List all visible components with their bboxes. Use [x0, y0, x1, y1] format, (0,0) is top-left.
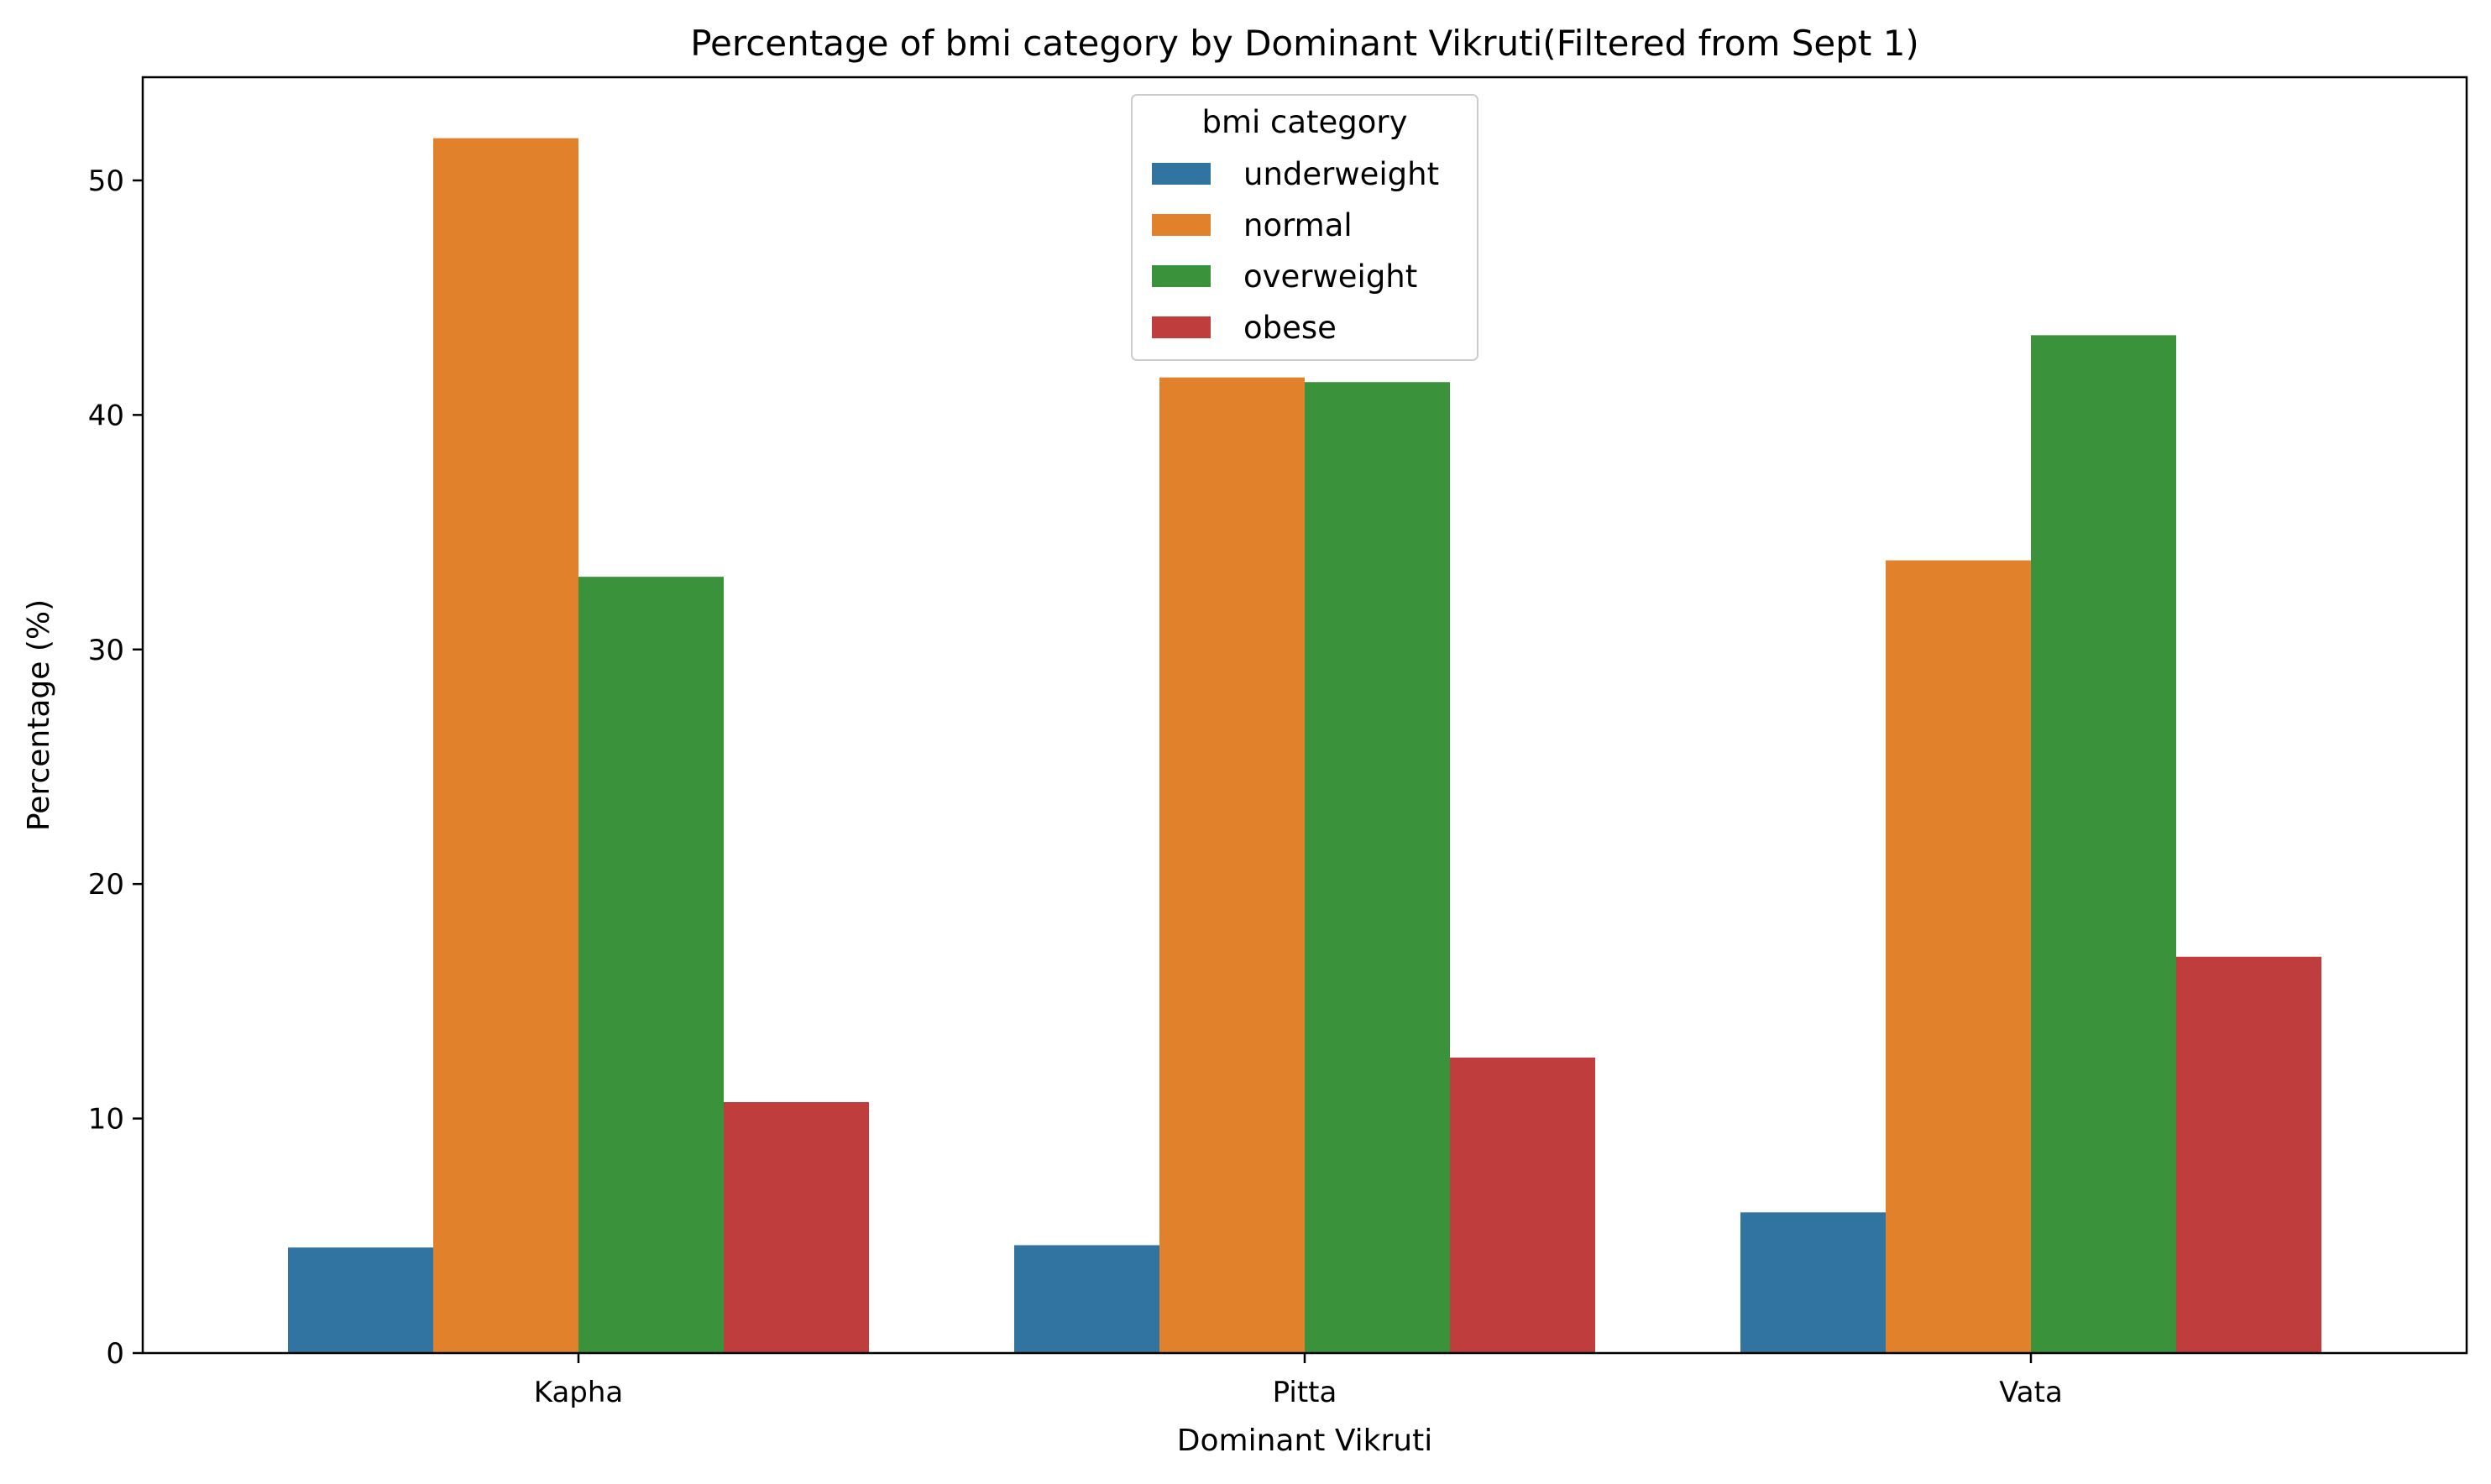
- y-tick-label: 30: [88, 634, 124, 667]
- x-axis: Kapha Pitta Vata: [534, 1353, 2063, 1409]
- legend-label-underweight: underweight: [1243, 156, 1439, 192]
- bar-underweight-kapha: [288, 1247, 433, 1353]
- x-tick-label: Kapha: [534, 1376, 624, 1409]
- bar-normal-kapha: [433, 138, 578, 1353]
- legend: bmi category underweight normal overweight…: [1131, 94, 1478, 361]
- bar-obese-vata: [2176, 956, 2321, 1353]
- bar-overweight-vata: [2031, 335, 2176, 1354]
- legend-label-overweight: overweight: [1243, 259, 1417, 295]
- y-tick-label: 40: [88, 399, 124, 432]
- y-axis-label: Percentage (%): [22, 599, 56, 831]
- bar-obese-pitta: [1450, 1057, 1595, 1353]
- legend-title: bmi category: [1201, 104, 1407, 140]
- bar-obese-kapha: [724, 1102, 869, 1353]
- chart-title: Percentage of bmi category by Dominant V…: [690, 23, 1919, 64]
- legend-swatch-obese: [1152, 316, 1211, 338]
- legend-label-obese: obese: [1243, 310, 1337, 346]
- y-axis: 0 10 20 30 40 50: [88, 165, 143, 1371]
- legend-swatch-underweight: [1152, 163, 1211, 185]
- y-tick-label: 50: [88, 165, 124, 198]
- y-tick-label: 0: [106, 1337, 124, 1371]
- legend-frame: [1131, 94, 1478, 361]
- bar-normal-pitta: [1159, 377, 1305, 1353]
- legend-swatch-overweight: [1152, 265, 1211, 287]
- bar-overweight-kapha: [578, 577, 724, 1353]
- plot-frame: [141, 76, 2468, 1355]
- legend-label-normal: normal: [1243, 207, 1353, 243]
- bar-normal-vata: [1886, 560, 2031, 1353]
- x-axis-label: Dominant Vikruti: [1177, 1424, 1433, 1458]
- y-tick-label: 10: [88, 1103, 124, 1137]
- bar-underweight-vata: [1740, 1212, 1886, 1353]
- bars-group: [288, 138, 2321, 1354]
- legend-swatch-normal: [1152, 214, 1211, 236]
- x-tick-label: Vata: [1999, 1376, 2063, 1409]
- bar-overweight-pitta: [1305, 382, 1450, 1353]
- bar-underweight-pitta: [1014, 1245, 1159, 1353]
- x-tick-label: Pitta: [1273, 1376, 1337, 1409]
- y-tick-label: 20: [88, 868, 124, 901]
